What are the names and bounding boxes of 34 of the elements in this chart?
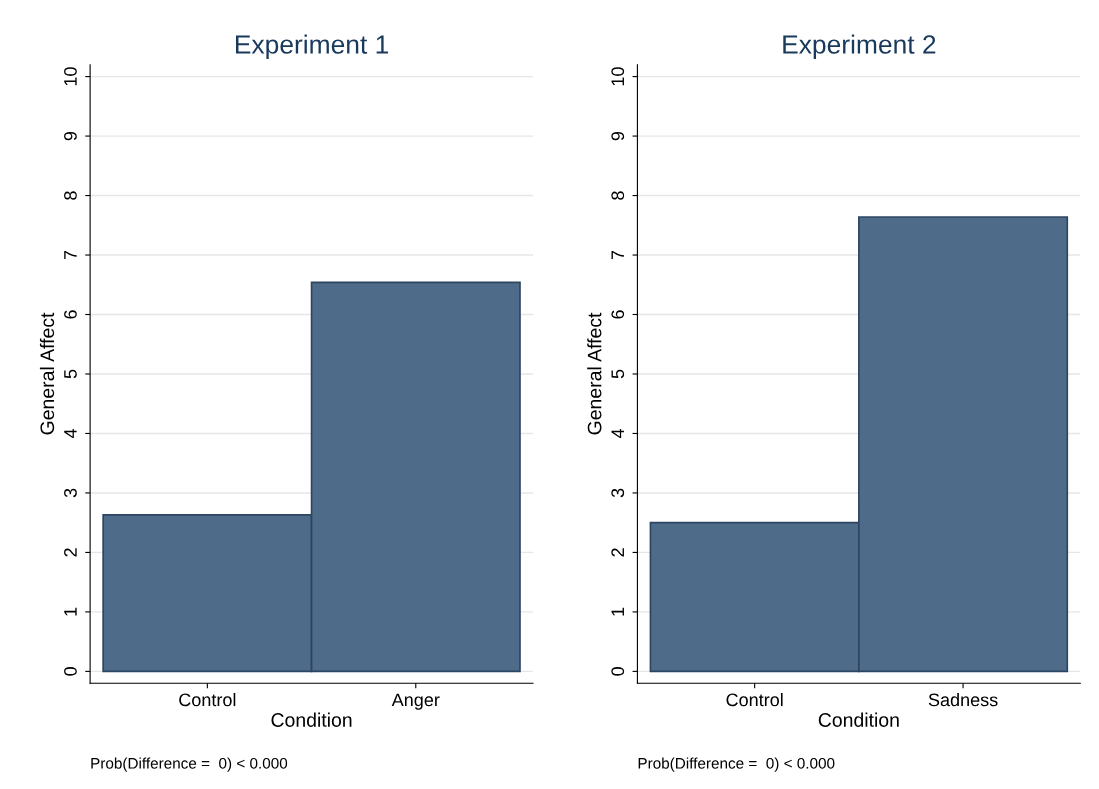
y-tick-label: 9: [611, 131, 625, 141]
y-tick-label: 1: [64, 607, 77, 616]
chart-title: Experiment 1: [236, 34, 389, 60]
y-tick-label: 10: [64, 67, 77, 86]
y-tick-label: 2: [611, 548, 624, 557]
x-tick-label: Control: [179, 693, 236, 707]
y-tick-label: 6: [611, 310, 625, 319]
y-tick-label: 1: [611, 607, 624, 616]
chart-title: Experiment 2: [783, 34, 936, 60]
y-tick-label: 0: [611, 667, 625, 676]
y-tick-label: 3: [611, 488, 625, 498]
y-tick-label: 0: [64, 667, 77, 676]
y-tick-label: 4: [611, 428, 624, 439]
y-tick-label: 3: [64, 488, 77, 498]
y-tick-label: 2: [64, 548, 77, 557]
text: Prob(Difference = 0) < 0.000: [638, 757, 835, 772]
y-tick-label: 7: [611, 250, 624, 260]
y-tick-label: 6: [64, 310, 77, 319]
text: Prob(Difference = 0) < 0.000: [91, 757, 288, 772]
x-tick-label: Control: [726, 693, 783, 707]
x-tick-label: Anger: [391, 693, 440, 710]
y-tick-label: 5: [64, 369, 77, 379]
x-axis-title: Condition: [271, 712, 352, 727]
y-tick-label: 9: [64, 131, 77, 141]
x-tick-label: Sadness: [928, 693, 998, 707]
y-tick-label: 10: [611, 67, 625, 86]
y-tick-label: 5: [611, 369, 625, 379]
y-tick-label: 4: [64, 428, 77, 439]
y-axis-title: General Affect: [39, 312, 55, 435]
x-axis-title: Condition: [818, 712, 899, 727]
y-tick-label: 7: [64, 250, 77, 260]
y-tick-label: 8: [611, 191, 625, 200]
y-tick-label: 8: [64, 191, 77, 200]
y-axis-title: General Affect: [587, 312, 602, 435]
